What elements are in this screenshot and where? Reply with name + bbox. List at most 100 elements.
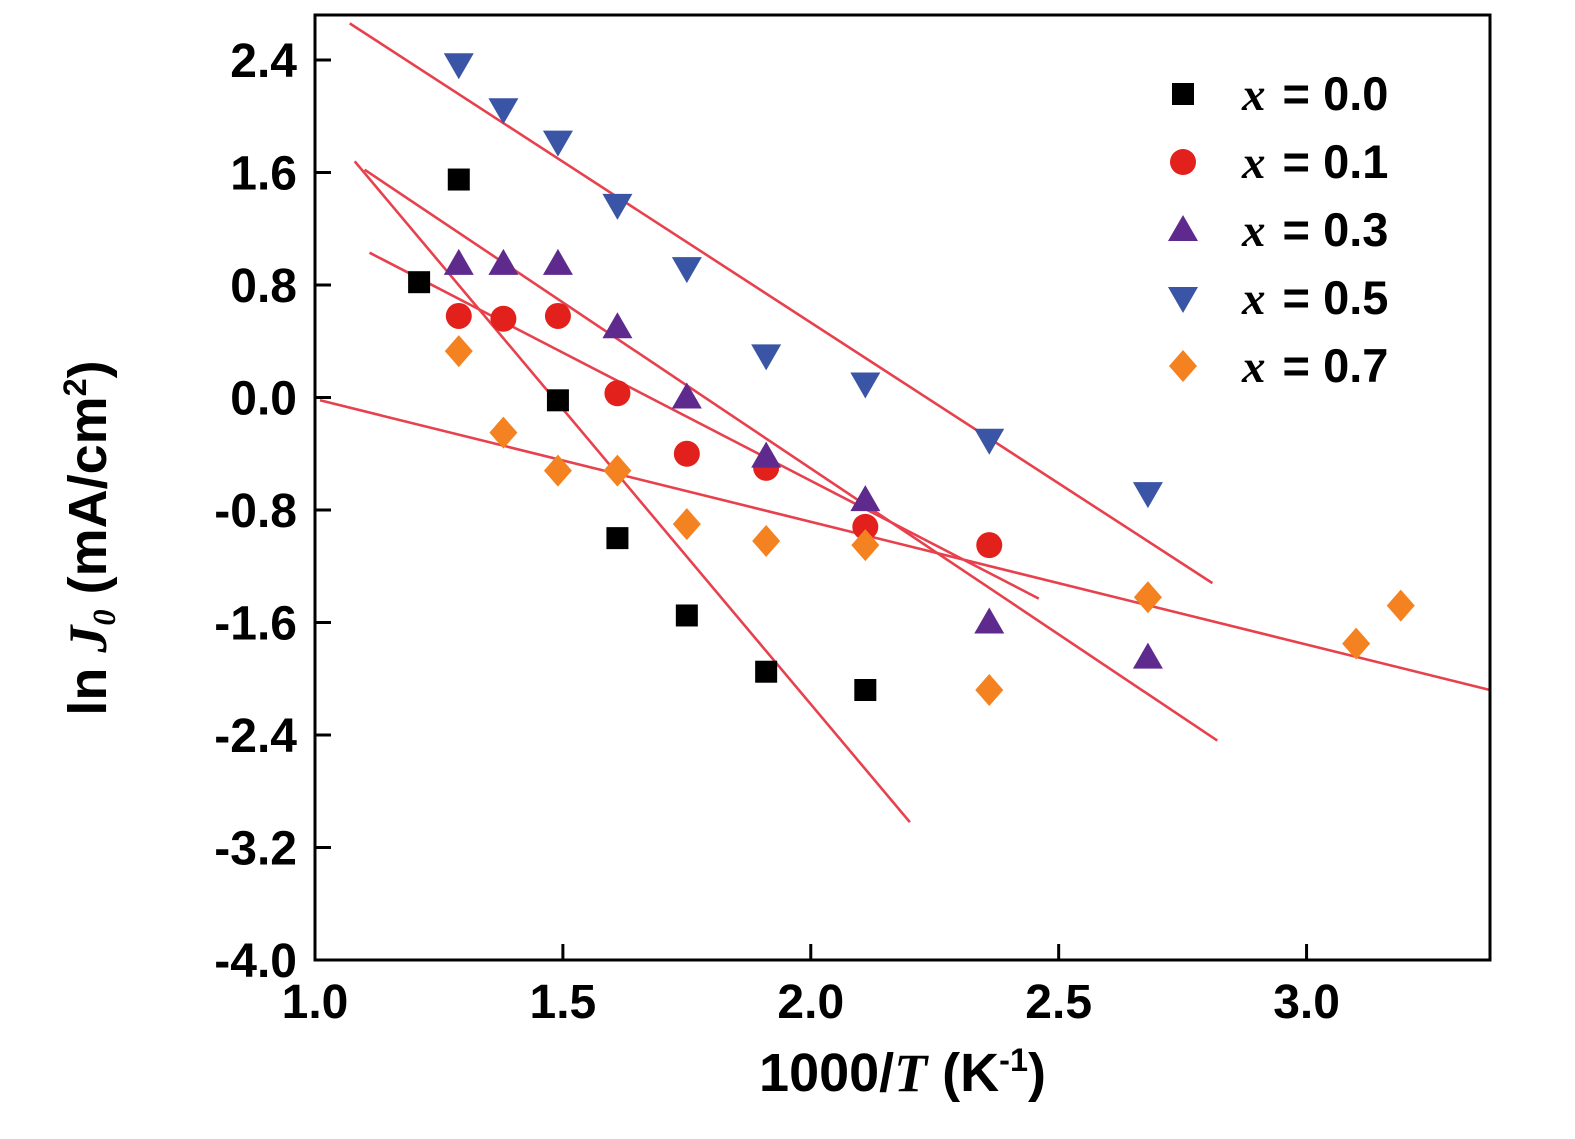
legend-label: x = 0.3 xyxy=(1242,203,1389,257)
square-marker xyxy=(1172,83,1194,105)
circle-marker xyxy=(490,305,517,332)
fit-line-series-1 xyxy=(368,251,1040,600)
axis-title-part: (mA/cm xyxy=(58,396,118,610)
legend-marker-square xyxy=(1172,83,1194,105)
x-tick-label: 2.0 xyxy=(777,976,844,1029)
legend: x = 0.0 x = 0.1 x = 0.3 x = 0.5 x = 0.7 xyxy=(1160,60,1388,400)
circle-marker xyxy=(976,532,1003,559)
axis-title-part: ) xyxy=(1027,1043,1046,1103)
square-marker xyxy=(408,271,431,294)
square-marker xyxy=(606,527,629,550)
triangle-up-marker xyxy=(751,441,782,468)
triangle-up-marker xyxy=(1132,642,1163,669)
legend-label: x = 0.1 xyxy=(1242,135,1389,189)
x-axis-title: 1000/T (K-1) xyxy=(315,1042,1490,1104)
axis-title-part: 1000/ xyxy=(759,1043,895,1103)
square-marker xyxy=(546,389,569,412)
legend-marker-triangle-up xyxy=(1168,215,1198,241)
legend-label: x = 0.7 xyxy=(1242,339,1389,393)
diamond-marker xyxy=(1386,589,1415,622)
x-tick-label: 1.0 xyxy=(282,976,349,1029)
triangle-down-marker xyxy=(751,344,782,371)
legend-label-variable: x xyxy=(1242,341,1266,393)
legend-item-0: x = 0.0 xyxy=(1160,60,1388,128)
triangle-down-marker xyxy=(850,372,881,399)
square-marker xyxy=(675,604,698,627)
diamond-marker xyxy=(1133,581,1162,614)
square-marker xyxy=(755,660,778,683)
legend-marker-triangle-down xyxy=(1168,287,1198,313)
circle-marker xyxy=(852,513,879,540)
square-marker xyxy=(447,168,470,191)
y-tick-label: -4.0 xyxy=(214,935,297,988)
fit-line-series-0 xyxy=(353,160,911,824)
legend-item-4: x = 0.7 xyxy=(1160,332,1388,400)
diamond-marker xyxy=(543,454,572,487)
y-axis-title: ln J0 (mA/cm2) xyxy=(56,360,123,716)
y-tick-label: -3.2 xyxy=(214,823,297,876)
diamond-marker xyxy=(603,454,632,487)
axis-title-part: 0 xyxy=(87,609,124,626)
legend-label: x = 0.0 xyxy=(1242,67,1389,121)
triangle-down-marker xyxy=(488,98,519,125)
triangle-down-marker xyxy=(1168,287,1198,313)
triangle-down-marker xyxy=(671,257,702,284)
circle-marker xyxy=(604,380,631,407)
diamond-marker xyxy=(1342,627,1371,660)
y-tick-label: 2.4 xyxy=(230,35,297,88)
legend-item-1: x = 0.1 xyxy=(1160,128,1388,196)
triangle-down-marker xyxy=(443,53,474,80)
diamond-marker xyxy=(975,674,1004,706)
triangle-up-marker xyxy=(1168,215,1198,241)
triangle-up-marker xyxy=(488,248,519,275)
diamond-marker xyxy=(489,416,518,449)
square-marker xyxy=(854,679,877,701)
legend-label-variable: x xyxy=(1242,137,1266,189)
fit-line-series-3 xyxy=(348,22,1214,585)
triangle-up-marker xyxy=(443,248,474,275)
x-tick-label: 1.5 xyxy=(530,976,597,1029)
legend-label-variable: x xyxy=(1242,69,1266,121)
axis-title-part: J xyxy=(58,625,118,653)
diamond-marker xyxy=(752,524,781,557)
diamond-marker xyxy=(851,529,880,562)
y-tick-label: -1.6 xyxy=(214,598,297,651)
triangle-up-marker xyxy=(542,248,573,275)
axis-title-part: (K xyxy=(927,1043,1000,1103)
fit-line-series-4 xyxy=(319,399,1491,692)
legend-label-variable: x xyxy=(1242,205,1266,257)
triangle-up-marker xyxy=(850,485,881,512)
y-tick-label: 0.8 xyxy=(230,260,297,313)
axis-title-part: T xyxy=(894,1043,928,1103)
y-tick-label: -2.4 xyxy=(214,710,297,763)
x-tick-label: 3.0 xyxy=(1273,976,1340,1029)
diamond-marker xyxy=(1169,350,1197,382)
circle-marker xyxy=(445,302,472,329)
circle-marker xyxy=(544,302,571,329)
y-tick-label: -0.8 xyxy=(214,485,297,538)
circle-marker xyxy=(673,440,700,467)
axis-title-part: 2 xyxy=(56,378,93,397)
triangle-down-marker xyxy=(974,428,1005,455)
triangle-down-marker xyxy=(1132,482,1163,509)
y-tick-label: 0.0 xyxy=(230,373,297,426)
axis-title-part: ln xyxy=(58,652,118,716)
x-tick-label: 2.5 xyxy=(1025,976,1092,1029)
legend-marker-circle xyxy=(1170,149,1196,175)
plot-frame xyxy=(313,13,1492,962)
legend-item-2: x = 0.3 xyxy=(1160,196,1388,264)
y-tick-label: 1.6 xyxy=(230,148,297,201)
axis-title-part: -1 xyxy=(999,1041,1028,1078)
triangle-up-marker xyxy=(671,382,702,409)
diamond-marker xyxy=(444,335,473,368)
triangle-down-marker xyxy=(602,193,633,220)
axis-title-part: ) xyxy=(58,360,118,379)
diamond-marker xyxy=(672,508,701,541)
legend-label: x = 0.5 xyxy=(1242,271,1389,325)
fit-line-series-2 xyxy=(363,168,1219,742)
legend-label-variable: x xyxy=(1242,273,1266,325)
triangle-up-marker xyxy=(602,312,633,339)
triangle-up-marker xyxy=(974,607,1005,634)
